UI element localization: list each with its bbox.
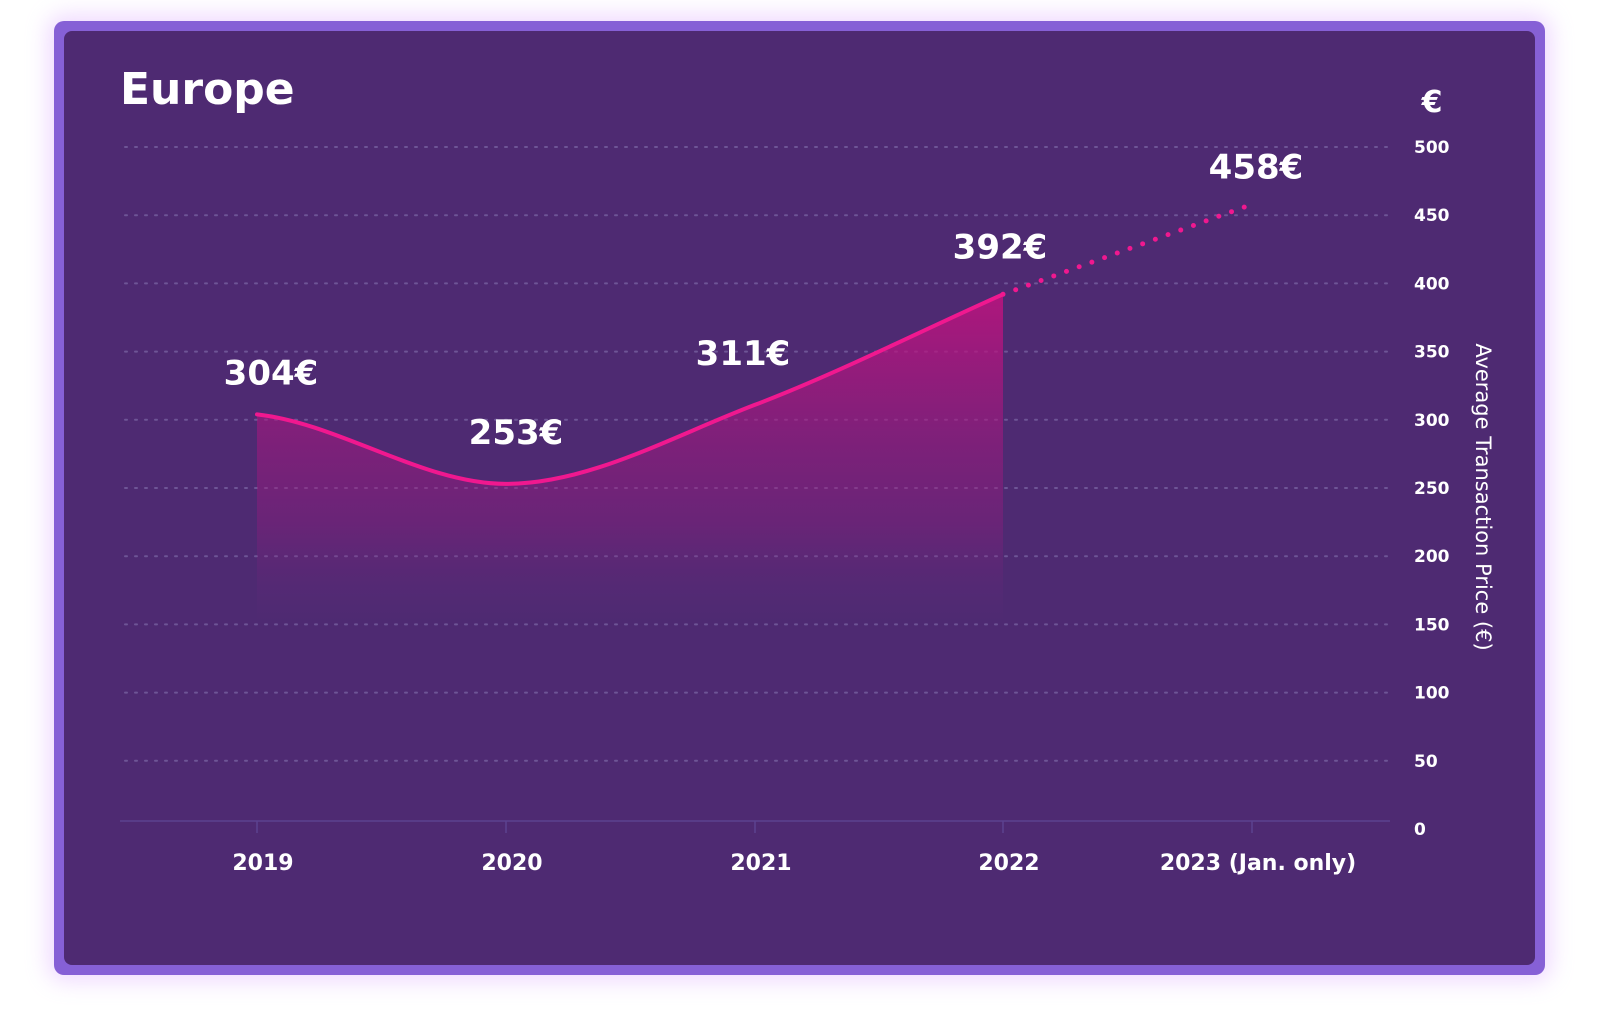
- x-tick-label: 2023 (Jan. only): [1160, 851, 1356, 876]
- data-label: 311€: [696, 334, 791, 374]
- x-tick-label: 2020: [481, 851, 542, 876]
- y-tick-label: 50: [1414, 752, 1438, 772]
- x-tick-label: 2022: [978, 851, 1039, 876]
- y-tick-label: 100: [1414, 684, 1450, 704]
- x-tick-label: 2019: [232, 851, 293, 876]
- chart-title: Europe: [120, 64, 295, 115]
- area-fill: [257, 294, 1003, 625]
- data-label: 392€: [953, 227, 1048, 267]
- y-axis-label: Average Transaction Price (€): [1471, 343, 1495, 650]
- x-tick-label: 2021: [730, 851, 791, 876]
- y-tick-label: 200: [1414, 547, 1450, 567]
- y-tick-label: 300: [1414, 411, 1450, 431]
- series-line: [255, 292, 1005, 486]
- y-tick-label: 0: [1414, 820, 1426, 840]
- y-tick-label: 400: [1414, 274, 1450, 294]
- data-label: 253€: [469, 413, 564, 453]
- data-label: 304€: [224, 353, 319, 393]
- y-tick-label: 500: [1414, 138, 1450, 158]
- y-tick-label: 450: [1414, 206, 1450, 226]
- data-label: 458€: [1209, 147, 1304, 187]
- unit-label: €: [1421, 85, 1443, 120]
- y-tick-label: 350: [1414, 343, 1450, 363]
- y-tick-label: 250: [1414, 479, 1450, 499]
- y-tick-label: 150: [1414, 615, 1450, 635]
